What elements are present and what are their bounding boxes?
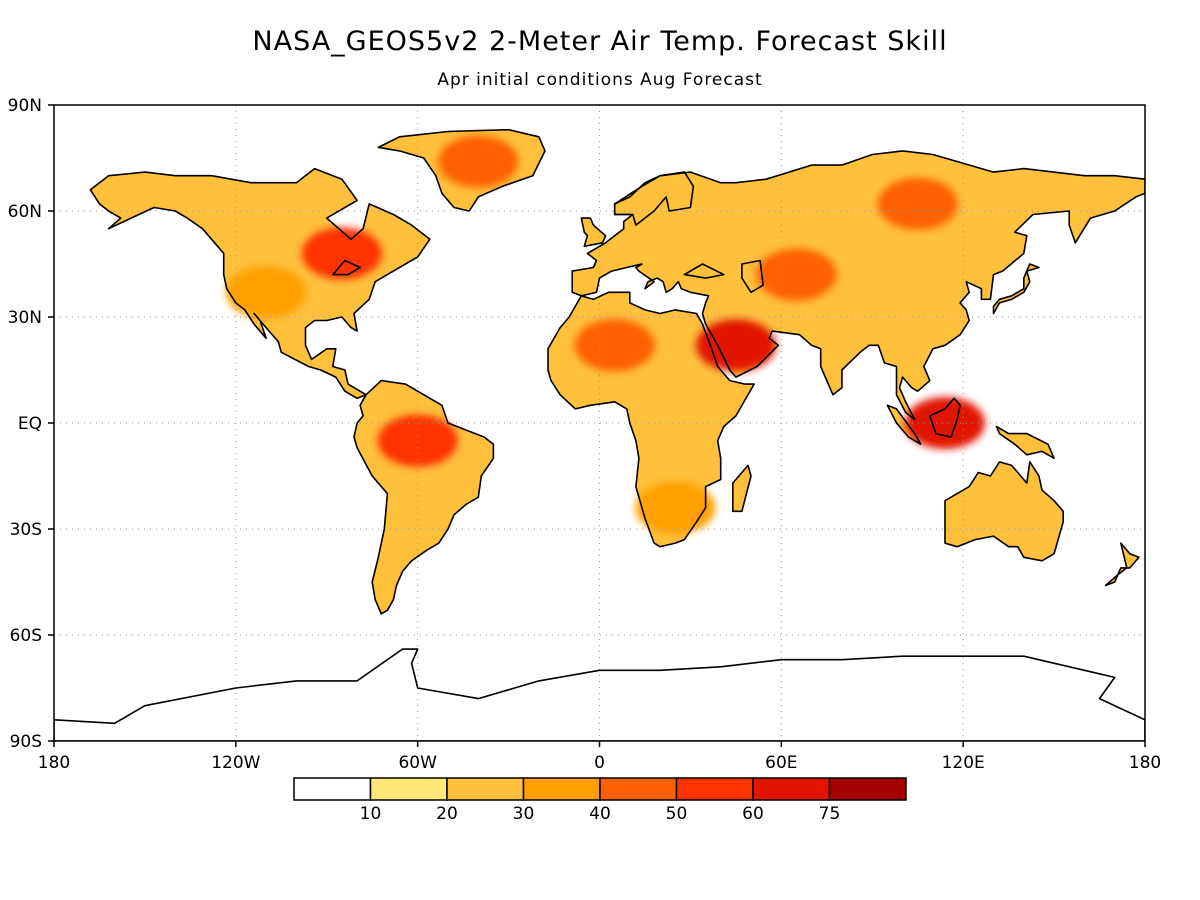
antarctica-outline — [54, 648, 1145, 741]
caspian-sea-outline — [741, 259, 764, 294]
lon-tick-label: 60E — [765, 753, 797, 773]
colorbar-label: 50 — [666, 804, 688, 824]
lon-tick-label: 120W — [211, 753, 260, 773]
colorbar-swatch — [675, 777, 754, 801]
north-america-outline — [89, 167, 431, 400]
colorbar-label: 40 — [589, 804, 611, 824]
coastlines — [54, 128, 1145, 741]
new-guinea-outline — [995, 425, 1055, 460]
greenland-outline — [377, 128, 546, 212]
great-lakes-a-outline — [331, 259, 361, 276]
map-title: NASA_GEOS5v2 2-Meter Air Temp. Forecast … — [252, 26, 948, 57]
colorbar-label: 20 — [436, 804, 458, 824]
gridlines — [54, 105, 1145, 741]
colorbar-swatch — [446, 777, 525, 801]
madagascar-skill-fill — [732, 465, 751, 512]
colorbar-label: 60 — [742, 804, 764, 824]
colorbar: 10 20 30 40 50 60 75 — [293, 777, 907, 824]
colorbar-label: 10 — [360, 804, 382, 824]
skill-patch — [377, 414, 458, 467]
skill-patch — [756, 248, 837, 301]
scandinavia-finland-outline — [613, 171, 695, 226]
new-guinea-skill-fill — [996, 426, 1055, 459]
lat-tick-label: 30S — [10, 520, 42, 540]
lat-tick-label: EQ — [18, 414, 42, 434]
skill-patch — [438, 135, 519, 188]
lon-tick-label: 180 — [1129, 753, 1161, 773]
map-subtitle: Apr initial conditions Aug Forecast — [437, 70, 763, 90]
lat-tick-label: 90S — [10, 732, 42, 752]
lon-tick-label: 60W — [398, 753, 437, 773]
colorbar-swatch — [369, 777, 448, 801]
skill-patches — [226, 135, 1049, 538]
japan-outline — [992, 263, 1040, 315]
black-sea-outline — [683, 263, 725, 279]
lat-tick-label: 60S — [10, 626, 42, 646]
lat-tick-label: 90N — [8, 96, 42, 116]
skill-patch — [301, 227, 382, 280]
great-britain-outline — [580, 217, 607, 248]
skill-patch — [877, 177, 958, 230]
lat-tick-label: 30N — [8, 308, 42, 328]
colorbar-swatch — [522, 777, 601, 801]
borneo-outline — [928, 397, 961, 438]
sumatra-outline — [886, 404, 922, 446]
axis-ticks: 180 120W 60W 0 60E 120E 180 90N 60N 30N EQ 30S 60S 90… — [8, 96, 1162, 773]
lon-tick-label: 0 — [594, 753, 605, 773]
africa-outline — [547, 291, 755, 548]
skill-patch — [905, 397, 985, 449]
skill-patch — [635, 481, 716, 534]
eurasia-skill-fill — [572, 150, 1145, 420]
skill-patch — [695, 319, 776, 372]
great-britain-skill-fill — [581, 218, 606, 247]
skill-patch — [968, 485, 1049, 538]
new-zealand-outline — [1104, 542, 1140, 587]
australia-outline — [944, 461, 1064, 562]
lon-tick-label: 120E — [942, 753, 985, 773]
colorbar-label: 75 — [819, 804, 841, 824]
lat-tick-label: 60N — [8, 202, 42, 222]
eurasia-outline — [571, 150, 1145, 421]
colorbar-swatch — [828, 777, 907, 801]
skill-patch — [226, 266, 307, 319]
scandinavia-finland-skill-fill — [614, 172, 694, 226]
colorbar-swatch — [599, 777, 678, 801]
colorbar-swatch — [293, 777, 372, 801]
madagascar-outline — [731, 464, 752, 513]
lon-tick-label: 180 — [38, 753, 70, 773]
skill-patch — [574, 319, 655, 372]
colorbar-label: 30 — [513, 804, 535, 824]
south-america-outline — [353, 379, 495, 615]
colorbar-swatch — [752, 777, 831, 801]
